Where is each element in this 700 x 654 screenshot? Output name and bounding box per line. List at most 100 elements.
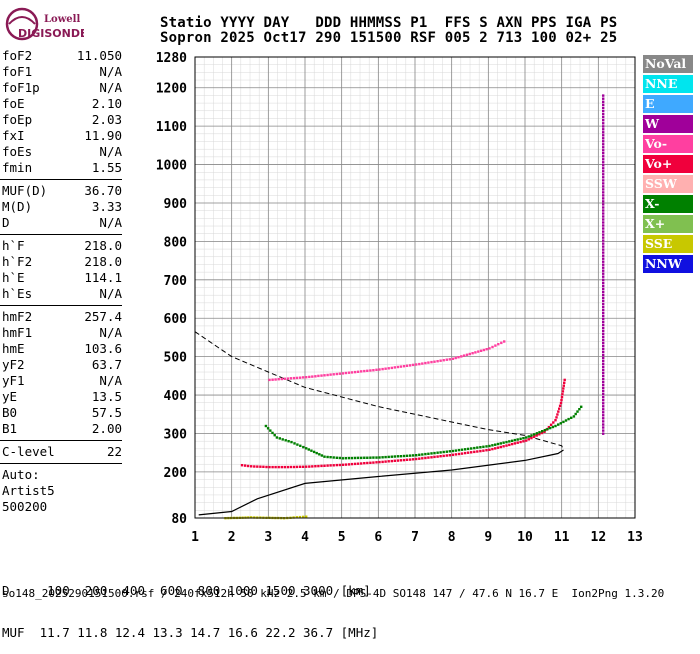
data-point bbox=[494, 344, 497, 347]
data-point bbox=[375, 456, 378, 459]
data-point bbox=[499, 442, 502, 445]
data-point bbox=[602, 305, 605, 309]
muf-table: D 100 200 400 600 800 1000 1500 3000 [km… bbox=[2, 556, 378, 654]
param-label: yE bbox=[2, 389, 18, 404]
data-point bbox=[602, 362, 605, 366]
data-point bbox=[442, 359, 445, 362]
data-point bbox=[375, 461, 378, 464]
data-point bbox=[323, 464, 326, 467]
data-point bbox=[332, 456, 335, 459]
data-point bbox=[602, 402, 605, 405]
data-point bbox=[602, 302, 605, 306]
data-point bbox=[602, 212, 605, 215]
data-point bbox=[298, 515, 302, 519]
data-point bbox=[476, 450, 479, 453]
data-point bbox=[308, 465, 311, 468]
data-point bbox=[415, 363, 418, 366]
param-label: foE bbox=[2, 96, 25, 111]
data-point bbox=[296, 443, 299, 446]
data-point bbox=[250, 465, 253, 468]
data-point bbox=[308, 375, 311, 379]
data-point bbox=[448, 454, 451, 457]
data-point bbox=[266, 427, 270, 430]
legend-item: Vo- bbox=[643, 135, 693, 153]
y-tick-label: 300 bbox=[164, 427, 188, 442]
data-point bbox=[527, 438, 530, 441]
param-row: B0 57.5 bbox=[0, 405, 128, 421]
data-point bbox=[448, 450, 451, 453]
param-value: N/A bbox=[99, 325, 122, 340]
param-row: B1 2.00 bbox=[0, 421, 128, 437]
data-point bbox=[411, 454, 415, 457]
data-point bbox=[602, 393, 605, 396]
data-point bbox=[602, 227, 605, 230]
profile-dashed-curve bbox=[194, 331, 564, 451]
data-point bbox=[602, 100, 605, 103]
data-point bbox=[561, 393, 564, 396]
data-point bbox=[347, 456, 351, 460]
data-point bbox=[451, 449, 455, 453]
data-point bbox=[551, 425, 555, 429]
data-point bbox=[421, 457, 424, 460]
data-point bbox=[602, 119, 605, 122]
data-point bbox=[602, 429, 605, 432]
data-point bbox=[602, 320, 605, 324]
y-tick-label: 80 bbox=[171, 512, 187, 527]
data-point bbox=[350, 371, 354, 374]
data-point bbox=[289, 377, 293, 380]
y-tick-label: 400 bbox=[164, 389, 188, 404]
data-point bbox=[499, 445, 502, 449]
data-point bbox=[602, 359, 605, 363]
data-point bbox=[602, 248, 605, 251]
data-point bbox=[356, 370, 360, 373]
param-value: 57.5 bbox=[91, 405, 122, 420]
param-value: 2.10 bbox=[91, 96, 122, 111]
plot-frame bbox=[194, 56, 636, 519]
data-point bbox=[602, 128, 605, 131]
param-label: C-level bbox=[2, 444, 55, 459]
artist-code: 500200 bbox=[2, 499, 48, 514]
data-point bbox=[418, 362, 421, 366]
y-tick-label: 1100 bbox=[156, 120, 187, 135]
param-value: 103.6 bbox=[84, 341, 122, 356]
data-point bbox=[532, 435, 536, 438]
data-point bbox=[479, 349, 483, 352]
data-point bbox=[457, 452, 461, 456]
data-point bbox=[602, 236, 605, 239]
data-point bbox=[396, 455, 400, 458]
param-value: N/A bbox=[99, 215, 122, 230]
data-point bbox=[602, 122, 605, 125]
param-row: hmE 103.6 bbox=[0, 341, 128, 357]
param-value: 13.5 bbox=[91, 389, 122, 404]
data-point bbox=[314, 465, 317, 468]
muf-frequency-row: MUF 11.7 11.8 12.4 13.3 14.7 16.6 22.2 3… bbox=[2, 625, 379, 640]
y-tick-label: 700 bbox=[164, 274, 188, 289]
data-point bbox=[356, 462, 360, 465]
data-point bbox=[602, 308, 605, 312]
data-point bbox=[323, 374, 326, 377]
data-point bbox=[323, 455, 326, 458]
data-point bbox=[602, 314, 605, 318]
header-line-2: Sopron 2025 Oct17 290 151500 RSF 005 2 7… bbox=[160, 30, 618, 46]
data-point bbox=[564, 419, 568, 422]
y-tick-label: 600 bbox=[164, 312, 188, 327]
data-point bbox=[602, 112, 605, 116]
data-point bbox=[457, 356, 460, 359]
data-point bbox=[477, 350, 480, 353]
data-point bbox=[460, 448, 464, 451]
data-point bbox=[602, 338, 605, 342]
data-point bbox=[602, 378, 605, 381]
data-point bbox=[292, 376, 296, 380]
data-point bbox=[356, 456, 360, 460]
data-point bbox=[602, 396, 605, 399]
data-point bbox=[399, 365, 403, 368]
data-point bbox=[602, 317, 605, 321]
data-point bbox=[602, 411, 605, 414]
data-point bbox=[405, 364, 409, 367]
param-label: foEs bbox=[2, 144, 33, 159]
data-point bbox=[602, 335, 605, 339]
param-row: yE 13.5 bbox=[0, 389, 128, 405]
data-point bbox=[433, 451, 436, 455]
series-Vo+ bbox=[240, 378, 566, 469]
param-row: foE 2.10 bbox=[0, 96, 128, 112]
